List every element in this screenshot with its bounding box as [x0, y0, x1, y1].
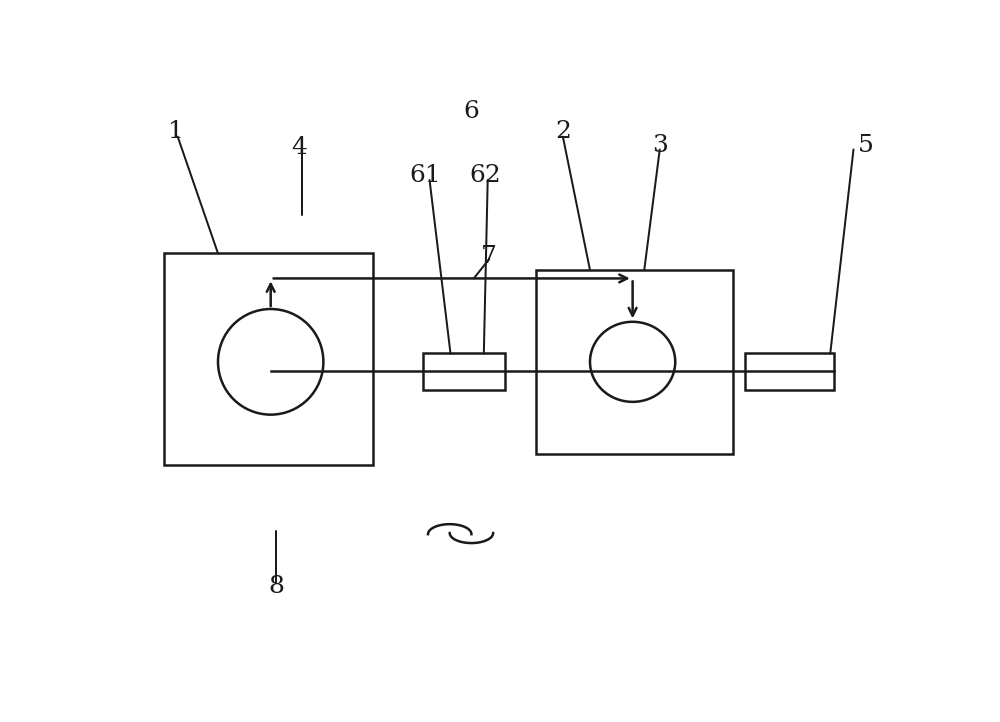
Ellipse shape [590, 322, 675, 402]
Ellipse shape [218, 309, 323, 414]
Text: 6: 6 [463, 100, 479, 123]
Bar [536, 270, 733, 453]
Text: 4: 4 [292, 136, 308, 160]
Text: 5: 5 [857, 134, 873, 157]
Bar [745, 354, 834, 390]
Text: 1: 1 [168, 120, 183, 143]
Text: 61: 61 [409, 164, 441, 187]
Text: 62: 62 [470, 164, 501, 187]
Bar [423, 354, 505, 390]
Text: 3: 3 [652, 134, 668, 157]
Bar [164, 253, 373, 465]
Text: 7: 7 [481, 245, 497, 268]
Text: 2: 2 [555, 120, 571, 143]
Text: 8: 8 [268, 575, 284, 599]
